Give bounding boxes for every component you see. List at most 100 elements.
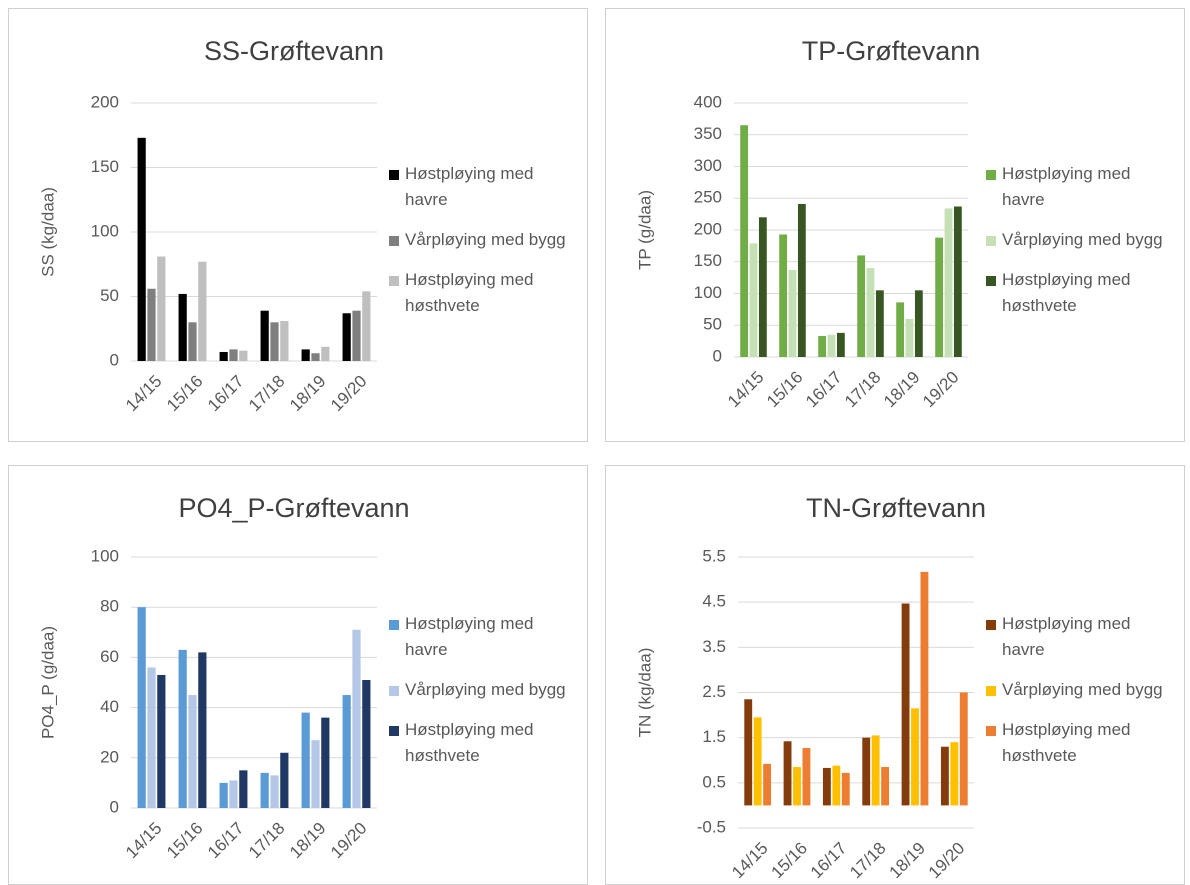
legend-item: Høstpløying med havre bbox=[389, 161, 579, 213]
bar bbox=[914, 290, 923, 357]
legend-item: Vårpløying med bygg bbox=[389, 677, 579, 703]
bar bbox=[311, 740, 320, 808]
legend-label: Høstpløying med høsthvete bbox=[405, 720, 534, 765]
legend-label: Vårpløying med bygg bbox=[405, 680, 566, 699]
legend-item: Høstpløying med høsthvete bbox=[389, 267, 579, 319]
bar bbox=[944, 208, 953, 357]
y-tick-label: 20 bbox=[100, 747, 119, 766]
y-tick-label: 80 bbox=[100, 597, 119, 616]
x-tick-label: 19/20 bbox=[327, 819, 371, 863]
bar bbox=[147, 288, 156, 361]
bar bbox=[875, 290, 884, 357]
bar bbox=[260, 310, 269, 361]
chart: SS-Grøftevann SS (kg/daa) 0 50 100 150 200 14/1… bbox=[38, 36, 384, 416]
x-tick-label: 18/19 bbox=[286, 819, 330, 863]
legend-item: Vårpløying med bygg bbox=[986, 227, 1176, 253]
x-tick-label: 15/16 bbox=[163, 372, 207, 416]
y-tick-label: 400 bbox=[694, 92, 722, 111]
bar bbox=[321, 717, 330, 808]
x-tick-label: 16/17 bbox=[807, 839, 851, 883]
y-tick-label: 3.5 bbox=[702, 637, 726, 656]
bar bbox=[137, 137, 146, 361]
legend-item: Høstpløying med havre bbox=[986, 161, 1176, 213]
bar bbox=[362, 291, 371, 361]
legend-item: Høstpløying med høsthvete bbox=[986, 717, 1176, 769]
bar bbox=[280, 752, 289, 808]
bar bbox=[959, 692, 968, 806]
bar bbox=[188, 695, 197, 808]
bar bbox=[758, 217, 767, 357]
y-tick-label: 4.5 bbox=[702, 592, 726, 611]
legend-swatch bbox=[389, 276, 399, 286]
legend-label: Høstpløying med høsthvete bbox=[405, 270, 534, 315]
bar bbox=[301, 349, 310, 361]
y-tick-label: 50 bbox=[703, 315, 722, 334]
bar bbox=[342, 313, 351, 361]
x-tick-label: 17/18 bbox=[846, 839, 890, 883]
legend: Høstpløying med havre Vårpløying med bygg… bbox=[986, 161, 1176, 333]
bar bbox=[896, 302, 905, 357]
y-tick-label: 150 bbox=[694, 251, 722, 270]
y-tick-label: 0 bbox=[713, 346, 722, 365]
legend-item: Høstpløying med havre bbox=[389, 611, 579, 663]
bar bbox=[188, 322, 197, 361]
y-tick-label: 0.5 bbox=[702, 772, 726, 791]
legend-swatch bbox=[389, 686, 399, 696]
legend-swatch bbox=[389, 170, 399, 180]
bar bbox=[783, 741, 792, 806]
x-tick-label: 16/17 bbox=[204, 819, 248, 863]
legend: Høstpløying med havre Vårpløying med bygg… bbox=[986, 611, 1176, 783]
legend-swatch bbox=[389, 726, 399, 736]
bar bbox=[793, 767, 801, 806]
chart: TP-Grøftevann TP (g/daa) 0 50 100 150 200 250 30… bbox=[635, 36, 980, 412]
legend: Høstpløying med havre Vårpløying med bygg… bbox=[389, 161, 579, 333]
bar bbox=[905, 318, 914, 357]
chart-panel: TN-Grøftevann TN (kg/daa) -0.5 0.5 1.5 2.5 3.5… bbox=[605, 465, 1185, 885]
legend-item: Høstpløying med høsthvete bbox=[389, 717, 579, 769]
bar bbox=[147, 667, 156, 808]
bar bbox=[802, 748, 811, 806]
y-tick-label: 40 bbox=[100, 697, 119, 716]
bar bbox=[239, 770, 248, 808]
y-tick-label: 5.5 bbox=[702, 546, 726, 565]
bar bbox=[744, 699, 753, 806]
chart-panel: PO4_P-Grøftevann PO4_P (g/daa) 0 20 40 60 80 10… bbox=[8, 465, 588, 885]
x-tick-label: 17/18 bbox=[245, 819, 289, 863]
y-tick-label: 60 bbox=[100, 647, 119, 666]
y-tick-label: 50 bbox=[100, 286, 119, 305]
bar bbox=[280, 321, 289, 361]
bar bbox=[260, 772, 269, 808]
legend-label: Vårpløying med bygg bbox=[1002, 680, 1163, 699]
y-axis-label: TP (g/daa) bbox=[635, 190, 654, 270]
y-tick-label: 200 bbox=[91, 92, 119, 111]
bar bbox=[753, 717, 762, 806]
x-tick-label: 18/19 bbox=[286, 372, 330, 416]
bar bbox=[198, 261, 207, 361]
y-tick-label: -0.5 bbox=[697, 817, 726, 836]
bar bbox=[866, 268, 875, 357]
x-tick-label: 15/16 bbox=[767, 839, 811, 883]
x-tick-label: 16/17 bbox=[802, 368, 846, 412]
bar bbox=[239, 350, 248, 361]
chart: TN-Grøftevann TN (kg/daa) -0.5 0.5 1.5 2.5 3.5… bbox=[635, 493, 986, 883]
legend-label: Høstpløying med høsthvete bbox=[1002, 270, 1131, 315]
y-tick-label: 0 bbox=[110, 350, 119, 369]
y-tick-label: 150 bbox=[91, 157, 119, 176]
x-tick-label: 19/20 bbox=[919, 368, 963, 412]
bar bbox=[935, 237, 944, 357]
bar bbox=[797, 203, 806, 357]
bar bbox=[157, 674, 166, 808]
chart-panel: TP-Grøftevann TP (g/daa) 0 50 100 150 200 250 30… bbox=[605, 8, 1185, 442]
bar bbox=[827, 334, 836, 357]
legend-swatch bbox=[986, 170, 996, 180]
bar bbox=[940, 746, 949, 806]
chart-panel: SS-Grøftevann SS (kg/daa) 0 50 100 150 200 14/1… bbox=[8, 8, 588, 442]
bar bbox=[198, 652, 207, 808]
x-tick-label: 15/16 bbox=[163, 819, 207, 863]
bar bbox=[749, 243, 758, 357]
bar bbox=[857, 255, 866, 357]
y-tick-label: 0 bbox=[110, 797, 119, 816]
x-tick-label: 14/15 bbox=[728, 839, 772, 883]
legend-swatch bbox=[986, 276, 996, 286]
